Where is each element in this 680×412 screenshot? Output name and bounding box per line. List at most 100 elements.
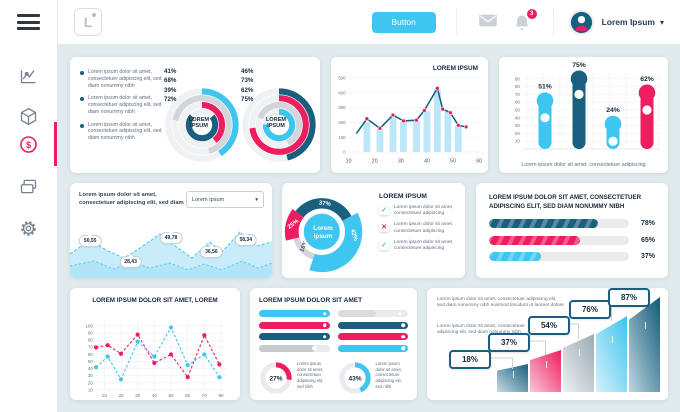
user-name[interactable]: Lorem Ipsum [601, 17, 655, 27]
sidebar-item-analytics[interactable] [0, 56, 57, 96]
card-heading: Lorem ipsum dolor sit amet, consectetuer… [79, 192, 184, 206]
slider-handle[interactable] [322, 323, 327, 327]
divider [455, 9, 457, 35]
chevron-down-icon: ▾ [255, 196, 258, 203]
svg-text:80: 80 [515, 84, 521, 89]
svg-text:50: 50 [88, 359, 94, 364]
bullet-icon [80, 97, 84, 102]
svg-text:80: 80 [218, 393, 224, 398]
chart-title: LOREM IPSUM DOLOR SIT AMET, LOREM [92, 297, 218, 304]
percent-label: 87% [608, 288, 650, 307]
menu-toggle-button[interactable] [17, 14, 40, 34]
slider-handle[interactable] [312, 346, 316, 350]
svg-text:10: 10 [102, 393, 108, 398]
legend: Lorem ipsum dolor sit amet, consectetuer… [80, 65, 162, 165]
svg-text:400: 400 [338, 90, 346, 95]
svg-text:30: 30 [398, 159, 404, 165]
bar [629, 297, 660, 392]
period-dropdown[interactable]: Lorem Ipsum ▾ [186, 191, 264, 208]
svg-text:50: 50 [450, 159, 456, 165]
svg-text:10: 10 [515, 139, 521, 144]
slider[interactable] [337, 344, 408, 352]
lollipop-chart: 10 20 30 40 50 60 70 80 90 51% 75% 24% 62% [499, 59, 668, 158]
svg-text:30: 30 [135, 393, 141, 398]
svg-text:60: 60 [185, 393, 191, 398]
line-bar-chart: 0 100 200 300 400 500 10 20 30 40 50 60 [333, 59, 486, 171]
slider[interactable] [259, 344, 330, 352]
slider-handle[interactable] [322, 311, 327, 316]
slider[interactable] [337, 321, 408, 329]
gauge-text: Lorem ipsum dolor sit amet, consectetuer… [375, 361, 402, 389]
chart-caption: Lorem ipsum dolor sit amet, consectetuer… [521, 162, 646, 168]
card-sliders-gauges: LOREM IPSUM DOLOR SIT AMET 27% Lorem ips… [250, 288, 417, 400]
sidebar-item-products[interactable] [0, 96, 57, 136]
bullet-icon [80, 123, 84, 128]
svg-text:40: 40 [88, 366, 94, 371]
svg-text:10: 10 [346, 159, 352, 165]
sidebar-item-finance[interactable]: $ [0, 124, 57, 164]
sidebar-item-settings[interactable] [0, 208, 57, 248]
top-header: L Button 3 Lorem Ipsum ▾ [57, 0, 680, 45]
svg-text:80: 80 [88, 338, 94, 343]
svg-text:20: 20 [515, 131, 521, 136]
slider[interactable] [259, 321, 330, 329]
cube-icon [20, 107, 37, 125]
primary-action-button[interactable]: Button [371, 11, 436, 33]
card-pie-checklist: 37% 42% 16% 25% Lorem Ipsum LOREM IPSUM ✓ Lor… [282, 183, 465, 278]
svg-text:75%: 75% [572, 62, 586, 69]
mail-icon [478, 14, 497, 27]
donut-percent-labels: 41% 68% 39% 72% [164, 68, 177, 103]
slider[interactable] [259, 310, 330, 317]
svg-text:40: 40 [152, 393, 158, 398]
cross-icon: ✕ [379, 222, 389, 233]
svg-text:20: 20 [372, 159, 378, 165]
slider-handle[interactable] [397, 311, 402, 316]
dollar-icon: $ [20, 135, 37, 153]
gauge-group: 27% Lorem ipsum dolor sit amet, consecte… [259, 361, 330, 395]
progress-bar: 78% [489, 219, 655, 229]
donut-center-label: LOREM IPSUM [188, 117, 210, 129]
card-area-chart: Lorem ipsum dolor sit amet, consectetuer… [70, 183, 272, 278]
slider-handle[interactable] [401, 334, 405, 339]
slider-handle[interactable] [322, 334, 327, 339]
app-logo[interactable]: L [74, 8, 102, 36]
notifications-button[interactable]: 3 [512, 9, 537, 31]
card-dual-line-chart: LOREM IPSUM DOLOR SIT AMET, LOREM 10 20 30… [70, 288, 240, 400]
svg-text:50: 50 [515, 108, 521, 113]
percent-label: 76% [569, 300, 611, 319]
ring-donut-chart-2: 46% 73% 62% 75% LOREM IPSUM [239, 65, 316, 165]
gauge-group: 43% Lorem ipsum dolor sit amet, consecte… [338, 361, 409, 395]
active-indicator [54, 122, 57, 166]
mail-button[interactable] [478, 13, 498, 31]
notification-badge: 3 [526, 9, 537, 19]
bell-icon [515, 15, 529, 31]
ring-donut-chart-1: 41% 68% 39% 72% LOREM IPSUM [162, 65, 239, 165]
svg-text:62%: 62% [640, 76, 654, 83]
card-ring-donuts: Lorem ipsum dolor sit amet, consectetuer… [70, 57, 320, 173]
svg-text:24%: 24% [606, 107, 620, 114]
svg-text:30: 30 [515, 123, 521, 128]
pie-center-label: Lorem Ipsum [313, 225, 333, 240]
legend-text: Lorem ipsum dolor sit amet, consectetuer… [88, 121, 162, 142]
list-item: ✕ Lorem ipsum dolor sit amet, consectetue… [379, 222, 459, 234]
dual-line-chart: 10 20 30 40 50 60 70 80 10 20 30 40 50 60 70 80 90 100 [70, 304, 240, 400]
slider-column-left [259, 310, 330, 356]
sidebar-item-pages[interactable] [0, 166, 57, 206]
line-chart-icon [20, 69, 36, 83]
legend-text: Lorem ipsum dolor sit amet, consectetuer… [88, 69, 162, 89]
paragraph: Lorem ipsum dolor sit amet, consectetuer… [437, 297, 564, 309]
svg-text:43%: 43% [348, 375, 361, 382]
gauge-text: Lorem ipsum dolor sit amet, consectetuer… [297, 361, 324, 389]
slider-handle[interactable] [401, 346, 405, 350]
logo-letter: L [83, 14, 93, 30]
slider[interactable] [337, 310, 408, 317]
chevron-down-icon[interactable]: ▾ [659, 17, 664, 27]
svg-text:70: 70 [202, 393, 208, 398]
slider[interactable] [259, 333, 330, 340]
slider-handle[interactable] [401, 323, 405, 327]
percent-label: 54% [528, 316, 570, 335]
value-tag: 28,43 [119, 253, 142, 268]
avatar[interactable] [568, 9, 595, 36]
slider[interactable] [337, 333, 408, 340]
legend-item: Lorem ipsum dolor sit amet, consectetuer… [80, 122, 162, 142]
